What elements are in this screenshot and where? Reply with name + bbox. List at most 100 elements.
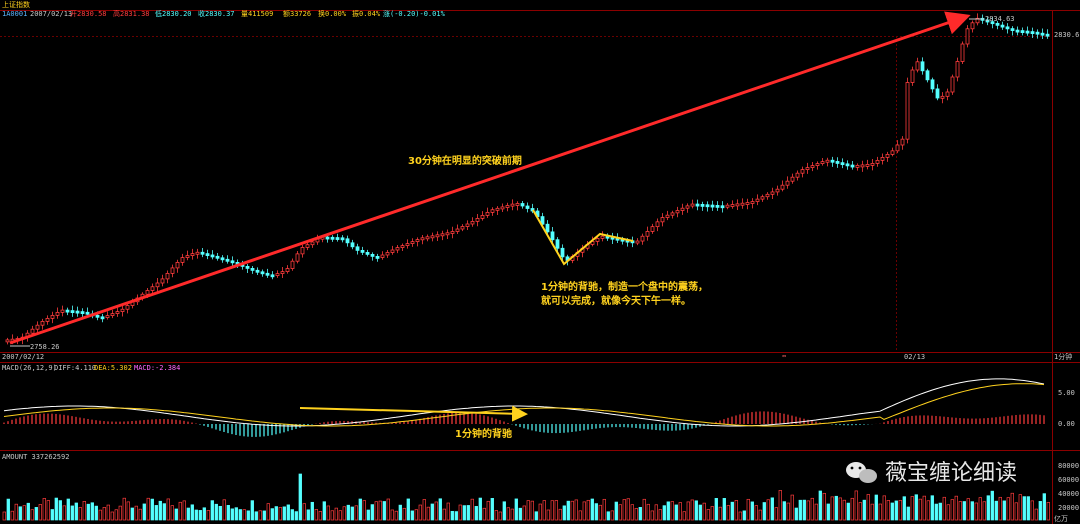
amount-bar <box>422 499 426 521</box>
candle <box>740 198 745 209</box>
amplitude-value: 振0.04% <box>352 9 381 18</box>
amount-bar <box>842 499 846 521</box>
amount-bar <box>866 494 870 521</box>
amount-bar <box>126 501 130 521</box>
amount-bar <box>254 511 258 521</box>
candle <box>120 305 125 317</box>
amount-bar <box>686 501 690 521</box>
candle <box>175 259 180 273</box>
amount-tick-40000: 40000 <box>1058 490 1079 498</box>
amount-bar <box>1042 493 1046 521</box>
candle <box>365 249 370 257</box>
candle <box>550 227 555 244</box>
amount-bar <box>854 490 858 521</box>
candle <box>160 274 165 287</box>
amount-bar <box>310 501 314 521</box>
candle <box>455 224 460 234</box>
amount-bar <box>1014 502 1018 521</box>
amount-bar <box>850 497 854 521</box>
candle <box>400 243 405 252</box>
amount-bar <box>90 502 94 521</box>
amount-bar <box>78 507 82 521</box>
candle <box>610 232 615 245</box>
amount-bar <box>210 500 214 521</box>
amount-value: 额33726 <box>283 9 311 18</box>
divergence-lines <box>532 209 634 266</box>
scroll-handle-icon[interactable]: ⇔ <box>782 352 786 360</box>
candle <box>715 201 720 211</box>
amount-bar <box>114 509 118 521</box>
amount-bar <box>142 503 146 521</box>
amount-bar <box>250 500 254 521</box>
candle <box>1030 27 1035 39</box>
candle <box>955 57 960 82</box>
candle <box>695 199 700 211</box>
candle <box>515 201 520 211</box>
amount-bar <box>802 499 806 521</box>
amount-bar <box>798 499 802 521</box>
amount-bar <box>774 507 778 521</box>
amount-bar <box>38 504 42 521</box>
candle <box>370 252 375 261</box>
amount-bar <box>394 510 398 521</box>
candle <box>260 269 265 277</box>
period-label[interactable]: 1分钟 <box>1054 352 1072 361</box>
amount-bar <box>662 505 666 521</box>
candle <box>250 266 255 274</box>
macd-title: MACD(26,12,9) <box>2 364 57 372</box>
candle <box>270 271 275 280</box>
amount-panel[interactable]: AMOUNT 337262592 80000 60000 40000 20000… <box>2 453 1079 523</box>
amount-bar <box>154 505 158 521</box>
candle <box>155 278 160 292</box>
candle <box>70 305 75 317</box>
candle <box>965 25 970 48</box>
macd-panel[interactable]: MACD(26,12,9) DIFF:4.110 DEA:5.302 MACD:… <box>2 364 1075 440</box>
amount-bar <box>678 502 682 521</box>
amount-bar <box>62 505 66 521</box>
amount-bar <box>366 509 370 521</box>
amount-bar <box>574 499 578 521</box>
amount-bar <box>26 502 30 521</box>
quote-date: 2007/02/13 <box>30 10 72 18</box>
candle <box>285 265 290 274</box>
amount-bar <box>922 495 926 521</box>
amount-bar <box>54 497 58 521</box>
amount-bar <box>1038 501 1042 521</box>
candle <box>80 308 85 318</box>
amount-bar <box>562 505 566 521</box>
amount-bar <box>790 494 794 521</box>
candlestick-series[interactable] <box>5 13 1050 345</box>
amount-tick-80000: 80000 <box>1058 462 1079 470</box>
amount-bar <box>714 498 718 521</box>
amount-bar <box>902 496 906 521</box>
amount-bar <box>946 504 950 521</box>
candle <box>995 20 1000 30</box>
candle <box>810 161 815 172</box>
amount-bar <box>518 507 522 521</box>
amount-bar <box>70 505 74 521</box>
candle <box>45 315 50 325</box>
amount-bar <box>342 506 346 521</box>
high-price: 高2831.38 <box>113 9 150 18</box>
amount-bar <box>618 504 622 521</box>
candle <box>1045 29 1050 39</box>
amount-bar <box>98 509 102 521</box>
candle <box>935 84 940 101</box>
amount-bar <box>462 505 466 521</box>
candle <box>760 194 765 202</box>
amount-bar <box>1034 508 1038 521</box>
candle <box>300 244 305 258</box>
candle <box>730 200 735 209</box>
amount-bar <box>438 498 442 521</box>
amount-bar <box>490 498 494 521</box>
trend-annotation: 30分钟在明显的突破前期 <box>408 154 522 167</box>
amount-bar <box>94 505 98 521</box>
candle <box>510 199 515 211</box>
candle <box>1025 26 1030 36</box>
amount-bar <box>298 473 302 521</box>
amount-tick-60000: 60000 <box>1058 476 1079 484</box>
amount-bar <box>962 501 966 521</box>
amount-bar <box>722 498 726 521</box>
candle <box>360 246 365 255</box>
